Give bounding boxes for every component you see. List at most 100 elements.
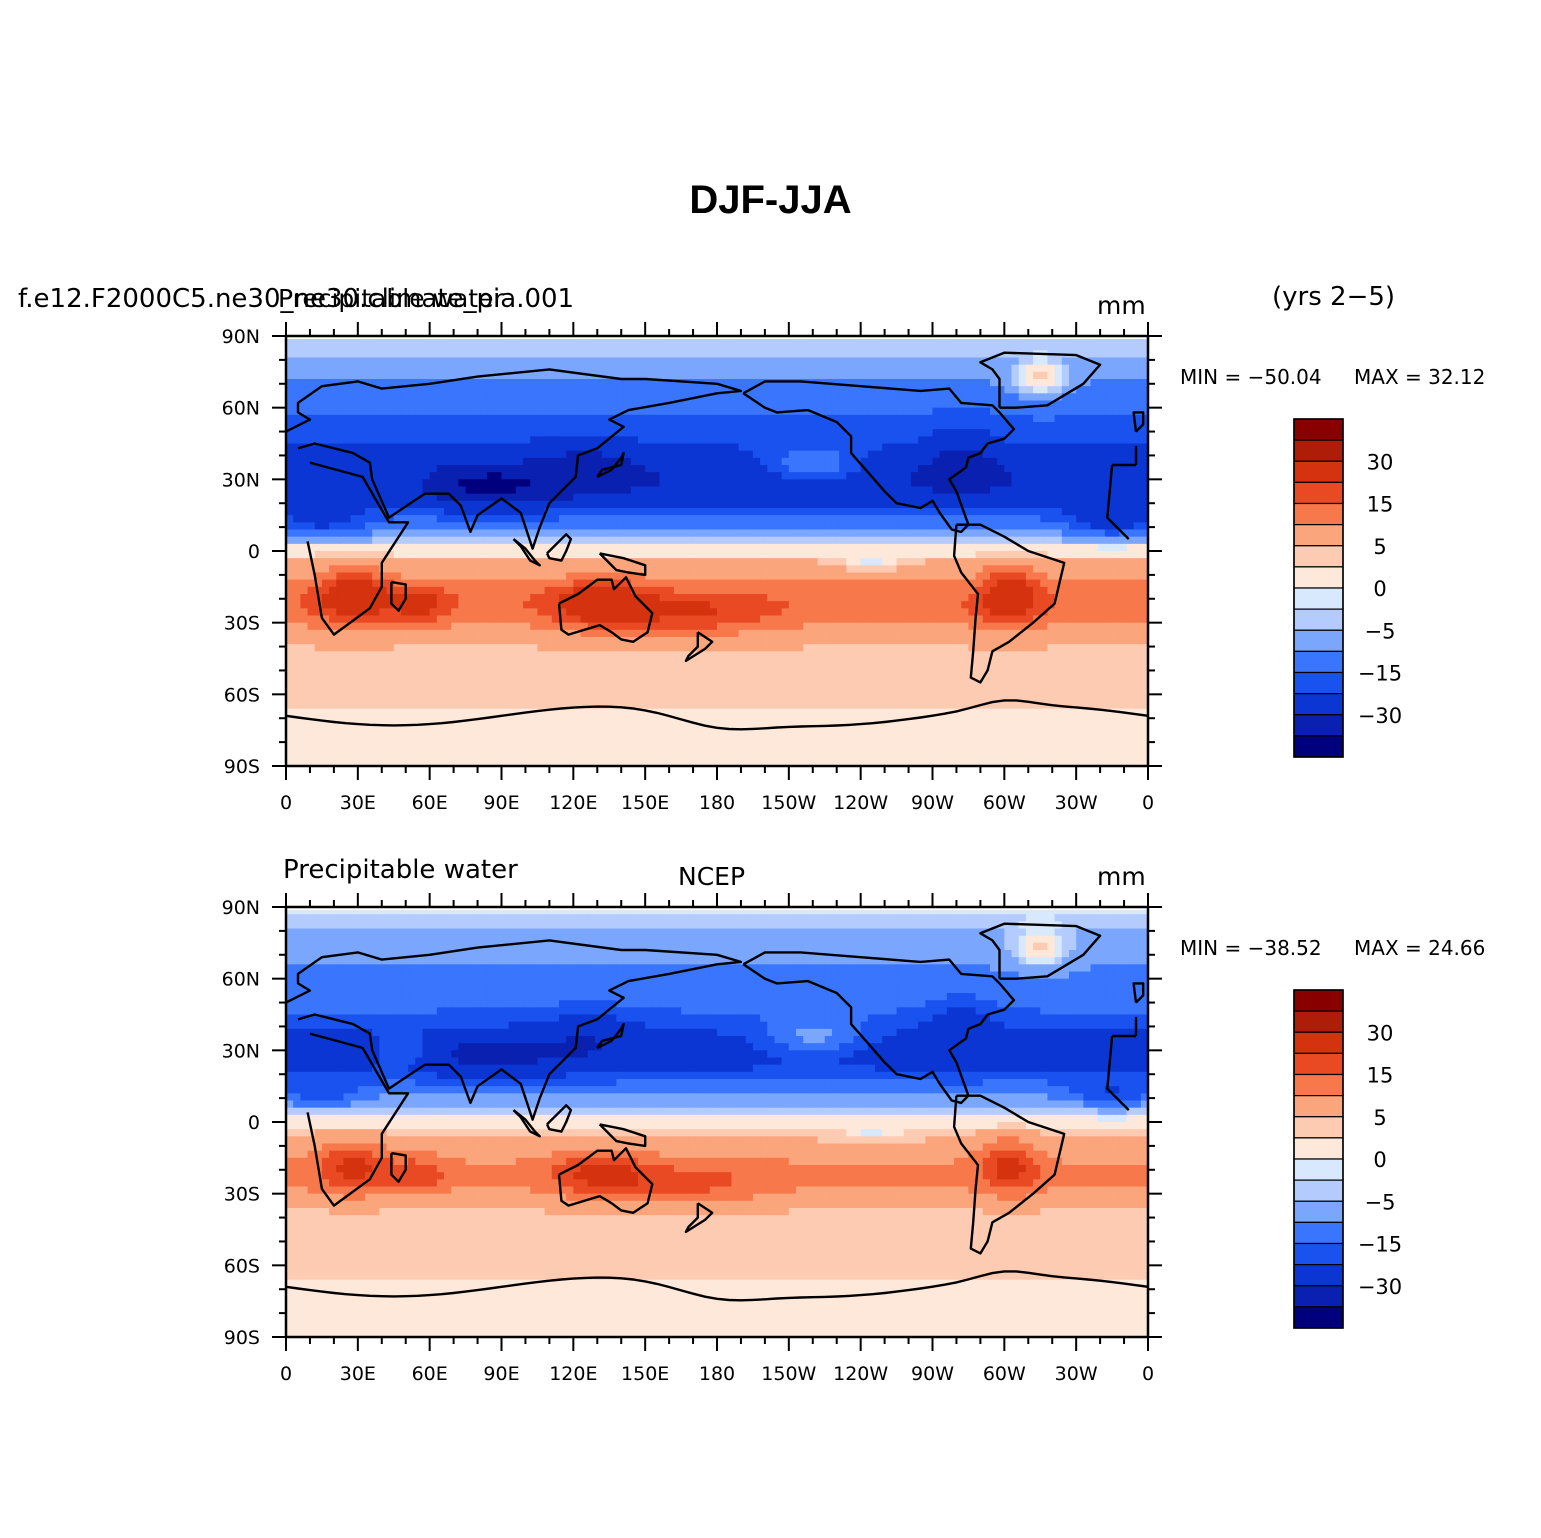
panel2-max-label: MAX = 24.66 <box>1354 936 1486 960</box>
colorbar-tick-label: −30 <box>1358 704 1402 728</box>
panel2-x-tick-label: 90E <box>483 1363 519 1385</box>
colorbar-tick-label: 15 <box>1367 1064 1394 1088</box>
panel1-max-label: MAX = 32.12 <box>1354 365 1486 389</box>
colorbar-swatch <box>1293 1010 1344 1033</box>
colorbar-swatch <box>1293 439 1344 462</box>
panel2-x-tick-label: 120W <box>833 1363 888 1385</box>
colorbar-swatch <box>1293 1073 1344 1097</box>
colorbar-swatch <box>1293 629 1344 652</box>
colorbar-tick-label: 30 <box>1367 450 1394 474</box>
colorbar-swatch <box>1293 1137 1344 1160</box>
panel1-field <box>286 336 1149 767</box>
colorbar-swatch <box>1293 502 1344 526</box>
panel1-x-tick-label: 180 <box>699 792 735 814</box>
colorbar-swatch <box>1293 587 1344 610</box>
colorbar-swatch <box>1293 650 1344 674</box>
panel1-ticks <box>272 322 1162 780</box>
colorbar-tick-label: 15 <box>1367 493 1394 517</box>
colorbar-tick-label: −5 <box>1365 1190 1396 1214</box>
panel2-y-tick-label: 90N <box>222 897 260 919</box>
panel2-variable-title: Precipitable water <box>283 855 518 885</box>
colorbar-swatch <box>1293 1264 1344 1287</box>
panel1-y-tick-label: 60N <box>222 398 260 420</box>
panel1-x-tick-label: 0 <box>1142 792 1154 814</box>
antarctica-coastline <box>285 699 1149 731</box>
colorbar-swatch <box>1293 1242 1344 1266</box>
colorbar-swatch <box>1293 1306 1344 1329</box>
panel1-x-tick-label: 120W <box>833 792 888 814</box>
panel2-x-tick-label: 30E <box>340 1363 376 1385</box>
colorbar-swatch <box>1293 1179 1344 1202</box>
years-label: (yrs 2−5) <box>1272 282 1396 312</box>
panel2-y-tick-label: 30S <box>224 1184 260 1206</box>
colorbar-swatch <box>1293 608 1344 631</box>
panel2-x-tick-label: 150W <box>761 1363 816 1385</box>
panel2-x-tick-label: 0 <box>280 1363 292 1385</box>
colorbar-swatch <box>1293 1116 1344 1139</box>
colorbar-swatch <box>1293 1285 1344 1308</box>
colorbar-tick-label: 0 <box>1373 1148 1386 1172</box>
panel2-y-tick-label: 60S <box>224 1255 260 1277</box>
colorbar-tick-label: 5 <box>1373 1106 1386 1130</box>
panel1-y-tick-label: 0 <box>248 541 260 563</box>
colorbar-swatch <box>1293 1052 1344 1076</box>
colorbar-tick-label: 5 <box>1373 535 1386 559</box>
colorbar-tick-label: −15 <box>1358 1233 1402 1257</box>
panel2-x-tick-label: 120E <box>549 1363 597 1385</box>
panel1-x-tick-label: 30E <box>340 792 376 814</box>
panel2-field <box>286 907 1149 1338</box>
panel2-x-tick-label: 60W <box>983 1363 1026 1385</box>
panel1-x-tick-label: 90E <box>483 792 519 814</box>
panel2-min-label: MIN = −38.52 <box>1180 936 1322 960</box>
panel1-coastlines <box>285 351 1149 731</box>
colorbar-tick-label: 0 <box>1373 577 1386 601</box>
colorbar-swatch <box>1293 671 1344 695</box>
panel1-y-tick-label: 30N <box>222 469 260 491</box>
colorbar-swatch <box>1293 566 1344 589</box>
panel1-y-tick-label: 90N <box>222 326 260 348</box>
panel2-source-title: NCEP <box>678 862 746 891</box>
panel2-x-tick-label: 60E <box>412 1363 448 1385</box>
panel2-x-tick-label: 30W <box>1055 1363 1098 1385</box>
panel2-map: 0 30E 60E 90E 120E 150E 180 150W 120W 90W 60W 30W 09… <box>222 893 1402 1385</box>
colorbar-swatch <box>1293 1031 1344 1054</box>
panel1-x-tick-label: 0 <box>280 792 292 814</box>
panel2-y-tick-label: 90S <box>224 1327 260 1349</box>
panel2-colorbar: 30 15 5 0 −5 −15 −30 <box>1293 989 1402 1329</box>
colorbar-tick-label: 30 <box>1367 1021 1394 1045</box>
panel2-x-tick-label: 90W <box>911 1363 954 1385</box>
panel1-units: mm <box>1097 291 1146 320</box>
colorbar-swatch <box>1293 714 1344 737</box>
panel2-x-tick-label: 180 <box>699 1363 735 1385</box>
panel2-ticks <box>272 893 1162 1351</box>
panel1-case-title: f.e12.F2000C5.ne30_ne30.climate_pia.001 <box>18 284 575 314</box>
panel1-x-tick-label: 90W <box>911 792 954 814</box>
panel1-x-tick-label: 120E <box>549 792 597 814</box>
panel1-x-tick-label: 60W <box>983 792 1026 814</box>
colorbar-tick-label: −15 <box>1358 662 1402 686</box>
panel1-y-tick-label: 90S <box>224 756 260 778</box>
colorbar-swatch <box>1293 418 1344 441</box>
panel2-x-tick-label: 0 <box>1142 1363 1154 1385</box>
panel2-coastlines <box>285 922 1149 1302</box>
panel1-variable-title: Precipitable water <box>278 284 504 313</box>
colorbar-swatch <box>1293 524 1344 547</box>
colorbar-swatch <box>1293 989 1344 1012</box>
panel1-min-label: MIN = −50.04 <box>1180 365 1322 389</box>
colorbar-swatch <box>1293 1200 1344 1223</box>
panel2-y-tick-label: 30N <box>222 1040 260 1062</box>
panel1-x-tick-label: 30W <box>1055 792 1098 814</box>
panel2-y-tick-label: 0 <box>248 1112 260 1134</box>
colorbar-swatch <box>1293 1221 1344 1245</box>
panel2-units: mm <box>1097 862 1146 891</box>
panel1-x-tick-label: 60E <box>412 792 448 814</box>
colorbar-tick-label: −5 <box>1365 619 1396 643</box>
panel1-x-tick-label: 150E <box>621 792 669 814</box>
antarctica-coastline <box>285 1270 1149 1302</box>
panel1-y-tick-label: 30S <box>224 613 260 635</box>
panel2-y-tick-label: 60N <box>222 969 260 991</box>
colorbar-swatch <box>1293 693 1344 716</box>
colorbar-swatch <box>1293 735 1344 758</box>
panel2-x-tick-label: 150E <box>621 1363 669 1385</box>
